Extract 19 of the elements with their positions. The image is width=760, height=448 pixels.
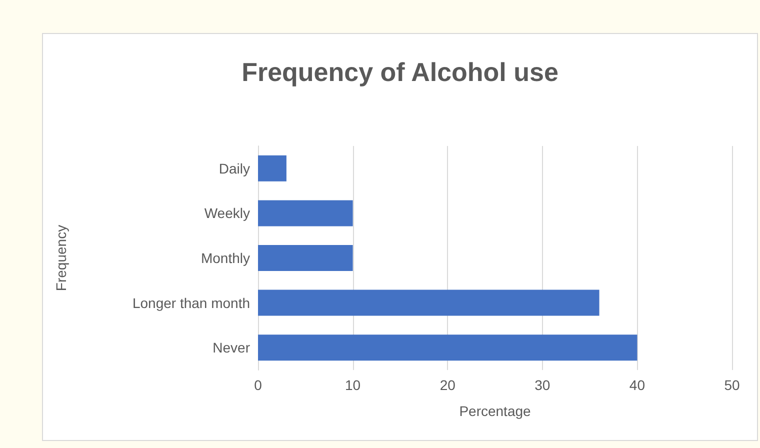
y-axis-title: Frequency [53,224,69,292]
chart-title: Frequency of Alcohol use [242,57,558,87]
bar [258,290,600,316]
x-tick-label: 20 [440,377,456,393]
x-tick-label: 30 [534,377,550,393]
bar [258,334,638,361]
y-tick-label: Daily [218,160,250,176]
bar [258,200,353,226]
x-tick-label: 50 [724,377,740,393]
y-tick-label: Monthly [200,250,250,266]
x-tick-label: 10 [345,377,361,393]
y-tick-label: Longer than month [132,294,250,311]
bar [258,245,353,271]
x-tick-label: 40 [629,377,646,393]
x-axis-title: Percentage [459,403,532,419]
y-tick-label: Weekly [204,205,250,222]
x-tick-label: 0 [254,377,262,393]
y-tick-label: Never [212,340,250,356]
bar [258,155,286,182]
